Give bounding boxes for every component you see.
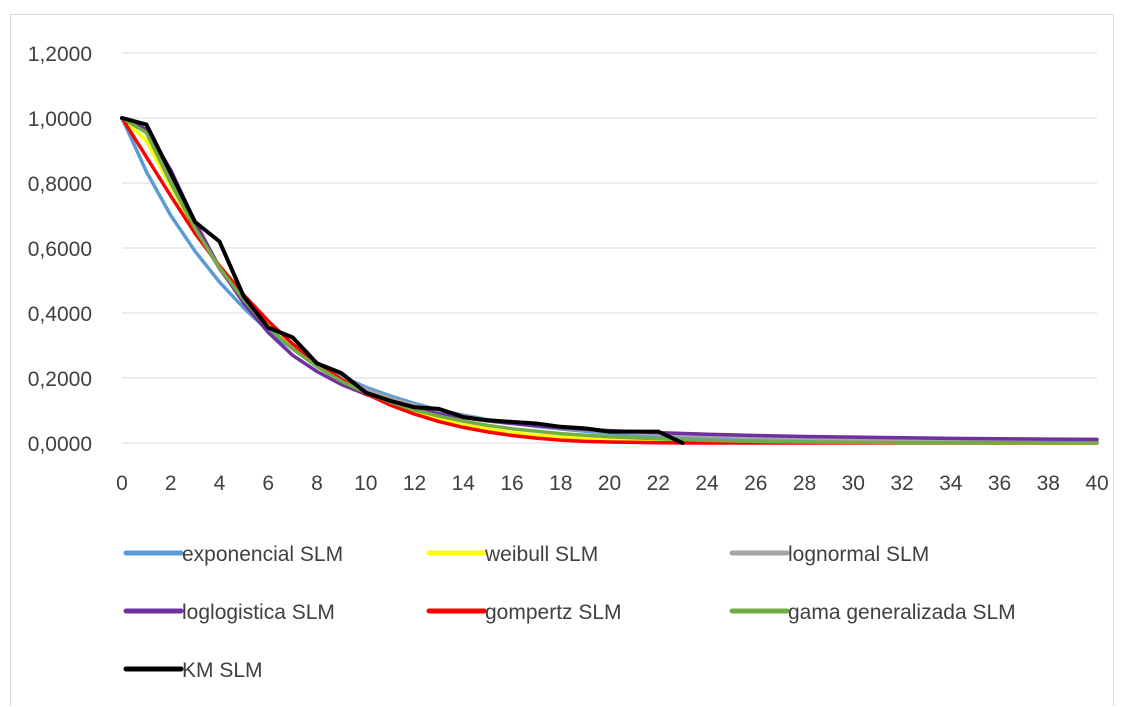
x-tick-label: 24 xyxy=(695,472,719,495)
x-tick-label: 12 xyxy=(403,472,426,495)
gridlines xyxy=(122,52,1097,444)
y-tick-label: 0,2000 xyxy=(28,368,92,391)
x-tick-label: 18 xyxy=(549,472,572,495)
x-tick-label: 26 xyxy=(744,472,767,495)
x-tick-label: 14 xyxy=(452,472,476,495)
legend-label: weibull SLM xyxy=(484,543,598,566)
series-line-weibull-slm xyxy=(120,116,1099,445)
series-line-loglogistica-slm xyxy=(120,116,1099,442)
x-tick-label: 40 xyxy=(1085,472,1108,495)
chart-area: 0,0000 0,2000 0,4000 0,6000 0,8000 1,0000 1,20… xyxy=(10,14,1114,706)
series-line-exponencial-slm xyxy=(120,116,1099,445)
x-tick-label: 32 xyxy=(890,472,913,495)
x-tick-label: 2 xyxy=(165,472,177,495)
legend-label: exponencial SLM xyxy=(182,543,343,566)
x-tick-label: 10 xyxy=(354,472,377,495)
legend-label: gompertz SLM xyxy=(485,601,622,624)
x-tick-label: 0 xyxy=(116,472,128,495)
y-tick-label: 0,6000 xyxy=(28,238,92,261)
line-chart: 0,0000 0,2000 0,4000 0,6000 0,8000 1,0000 1,20… xyxy=(28,43,1109,682)
x-tick-label: 34 xyxy=(939,472,963,495)
series-lines xyxy=(120,116,1099,445)
legend-label: loglogistica SLM xyxy=(182,601,335,624)
x-tick-label: 36 xyxy=(988,472,1011,495)
y-tick-label: 0,0000 xyxy=(28,433,92,456)
y-tick-label: 0,8000 xyxy=(28,173,92,196)
legend-label: lognormal SLM xyxy=(788,543,929,566)
legend: exponencial SLM weibull SLM lognormal SLM l… xyxy=(123,543,1016,682)
x-tick-label: 38 xyxy=(1037,472,1060,495)
y-tick-label: 1,2000 xyxy=(28,43,92,66)
x-tick-label: 6 xyxy=(262,472,274,495)
y-tick-label: 1,0000 xyxy=(28,108,92,131)
x-tick-label: 22 xyxy=(647,472,670,495)
series-line-lognormal-slm xyxy=(120,116,1099,444)
x-tick-label: 4 xyxy=(214,472,226,495)
x-tick-label: 16 xyxy=(500,472,523,495)
x-tick-label: 28 xyxy=(793,472,816,495)
x-tick-label: 8 xyxy=(311,472,323,495)
x-tick-label: 20 xyxy=(598,472,621,495)
x-axis-tick-labels: 0 2 4 6 8 10 12 14 16 18 20 22 24 26 28 30 32 34 36 38 40 xyxy=(116,472,1109,495)
series-line-gama-generalizada-slm xyxy=(120,116,1099,445)
series-line-gompertz-slm xyxy=(120,116,1099,445)
series-line-km-slm xyxy=(120,116,685,445)
legend-label: KM SLM xyxy=(182,659,263,682)
y-axis-tick-labels: 0,0000 0,2000 0,4000 0,6000 0,8000 1,0000 1,20… xyxy=(28,43,92,456)
y-tick-label: 0,4000 xyxy=(28,303,92,326)
x-tick-label: 30 xyxy=(842,472,865,495)
legend-label: gama generalizada SLM xyxy=(788,601,1016,624)
